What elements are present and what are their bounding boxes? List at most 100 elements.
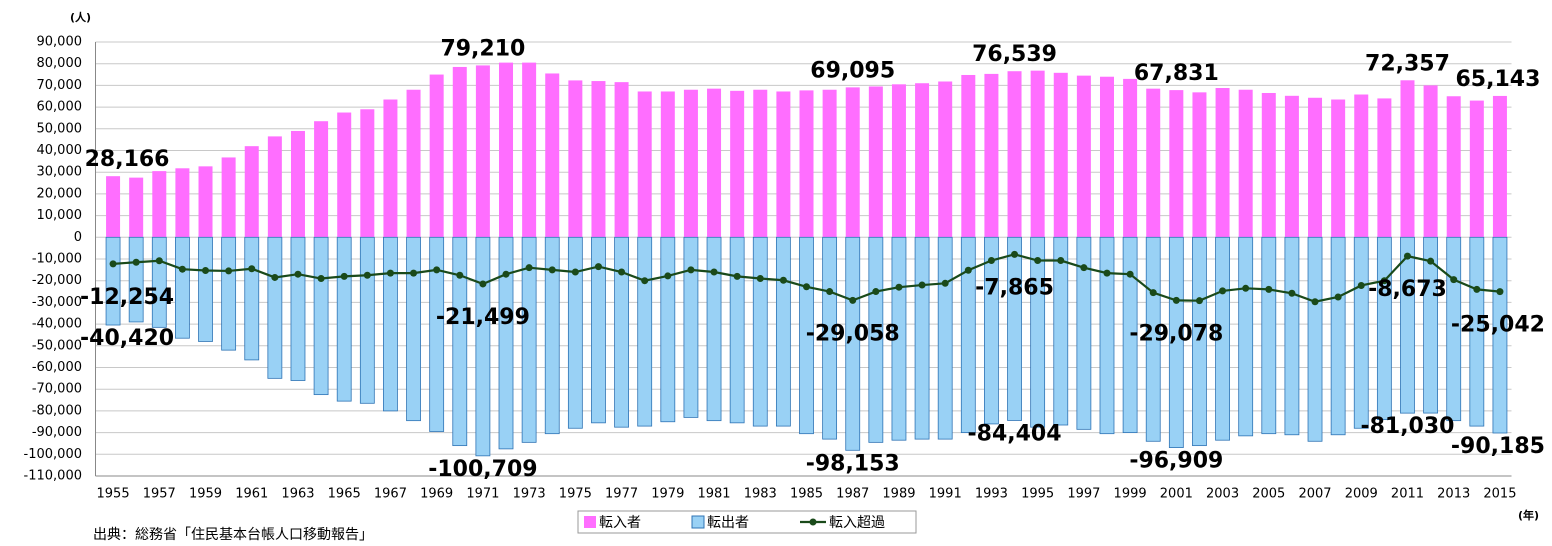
x-tick-label: 1973	[513, 487, 546, 502]
bar	[522, 62, 537, 238]
legend-label: 転入者	[599, 515, 641, 531]
point	[248, 265, 256, 273]
x-tick-label: 2011	[1391, 487, 1424, 502]
bar	[1353, 236, 1369, 429]
x-axis-label: (年)	[1518, 508, 1539, 522]
point	[1496, 288, 1504, 296]
bar	[938, 81, 953, 238]
x-tick-label: 1979	[651, 487, 684, 502]
data-label: -21,499	[436, 305, 530, 330]
y-tick-label: -20,000	[32, 273, 82, 288]
bar	[1261, 236, 1277, 435]
point	[1195, 297, 1203, 305]
bar	[752, 236, 768, 427]
bar	[1331, 99, 1346, 238]
point	[779, 276, 787, 284]
bar	[290, 236, 306, 381]
point	[479, 280, 487, 288]
bar	[1192, 92, 1207, 238]
bar	[1307, 236, 1323, 442]
data-label: -29,078	[1129, 321, 1223, 346]
data-label: -29,058	[806, 321, 900, 346]
bar	[961, 74, 976, 238]
bar	[1168, 236, 1184, 448]
bar	[1469, 236, 1485, 427]
bar	[637, 91, 652, 238]
point	[941, 279, 949, 287]
bar	[984, 236, 999, 425]
data-label: 67,831	[1134, 61, 1219, 86]
bar	[290, 130, 305, 238]
bar	[591, 81, 606, 238]
bar	[937, 236, 953, 440]
point	[340, 272, 348, 280]
x-tick-label: 1975	[559, 487, 592, 502]
point	[664, 272, 672, 280]
bar	[267, 136, 282, 238]
bar	[567, 236, 583, 429]
bar	[1007, 236, 1022, 421]
bar	[775, 236, 791, 427]
bar	[891, 84, 906, 238]
y-tick-label: -40,000	[32, 317, 82, 332]
data-label: -81,030	[1360, 414, 1454, 439]
point	[1126, 270, 1134, 278]
y-tick-label: -50,000	[32, 338, 82, 353]
bar	[244, 146, 259, 238]
bar	[1076, 75, 1091, 238]
y-tick-label: 70,000	[37, 78, 83, 93]
point	[826, 288, 834, 296]
y-tick-label: 10,000	[37, 208, 83, 223]
bar	[1123, 78, 1138, 238]
bar	[614, 82, 629, 238]
bar	[868, 236, 884, 443]
bar	[1099, 236, 1115, 435]
x-tick-label: 1997	[1067, 487, 1100, 502]
x-tick-label: 1999	[1114, 487, 1147, 502]
bar	[660, 236, 676, 423]
x-tick-label: 2003	[1206, 487, 1239, 502]
y-tick-label: -100,000	[24, 447, 82, 462]
point	[202, 267, 210, 275]
point	[1172, 296, 1180, 304]
y-tick-label: 60,000	[37, 100, 83, 115]
bar	[1215, 236, 1230, 441]
legend-label: 転出者	[707, 515, 749, 531]
point	[964, 266, 972, 274]
bar	[521, 236, 537, 443]
bar	[152, 171, 167, 238]
bar	[129, 177, 144, 238]
bar	[429, 236, 445, 432]
x-tick-label: 1955	[97, 487, 130, 502]
point	[1080, 264, 1088, 272]
bar	[1169, 90, 1184, 238]
x-tick-label: 1981	[697, 487, 730, 502]
bar	[1376, 236, 1392, 420]
y-tick-label: 20,000	[37, 186, 83, 201]
bar	[1030, 70, 1045, 238]
bar	[568, 80, 583, 238]
point	[594, 263, 602, 271]
x-tick-label: 1991	[929, 487, 962, 502]
point	[456, 271, 464, 279]
point	[433, 266, 441, 274]
bar	[313, 236, 329, 396]
data-label: -98,153	[806, 451, 900, 476]
point	[1034, 257, 1042, 265]
bar	[314, 121, 329, 238]
point	[1380, 277, 1388, 285]
bar	[1469, 100, 1484, 238]
bar	[1284, 236, 1300, 436]
bar	[683, 89, 698, 238]
bar	[1238, 89, 1253, 238]
data-label: 28,166	[85, 147, 170, 172]
bar	[729, 236, 745, 424]
point	[710, 268, 718, 276]
x-tick-label: 1985	[790, 487, 823, 502]
point	[1403, 252, 1411, 260]
data-label: 65,143	[1455, 67, 1540, 92]
y-tick-label: -30,000	[32, 295, 82, 310]
bar	[637, 236, 653, 427]
bar	[1122, 236, 1138, 434]
